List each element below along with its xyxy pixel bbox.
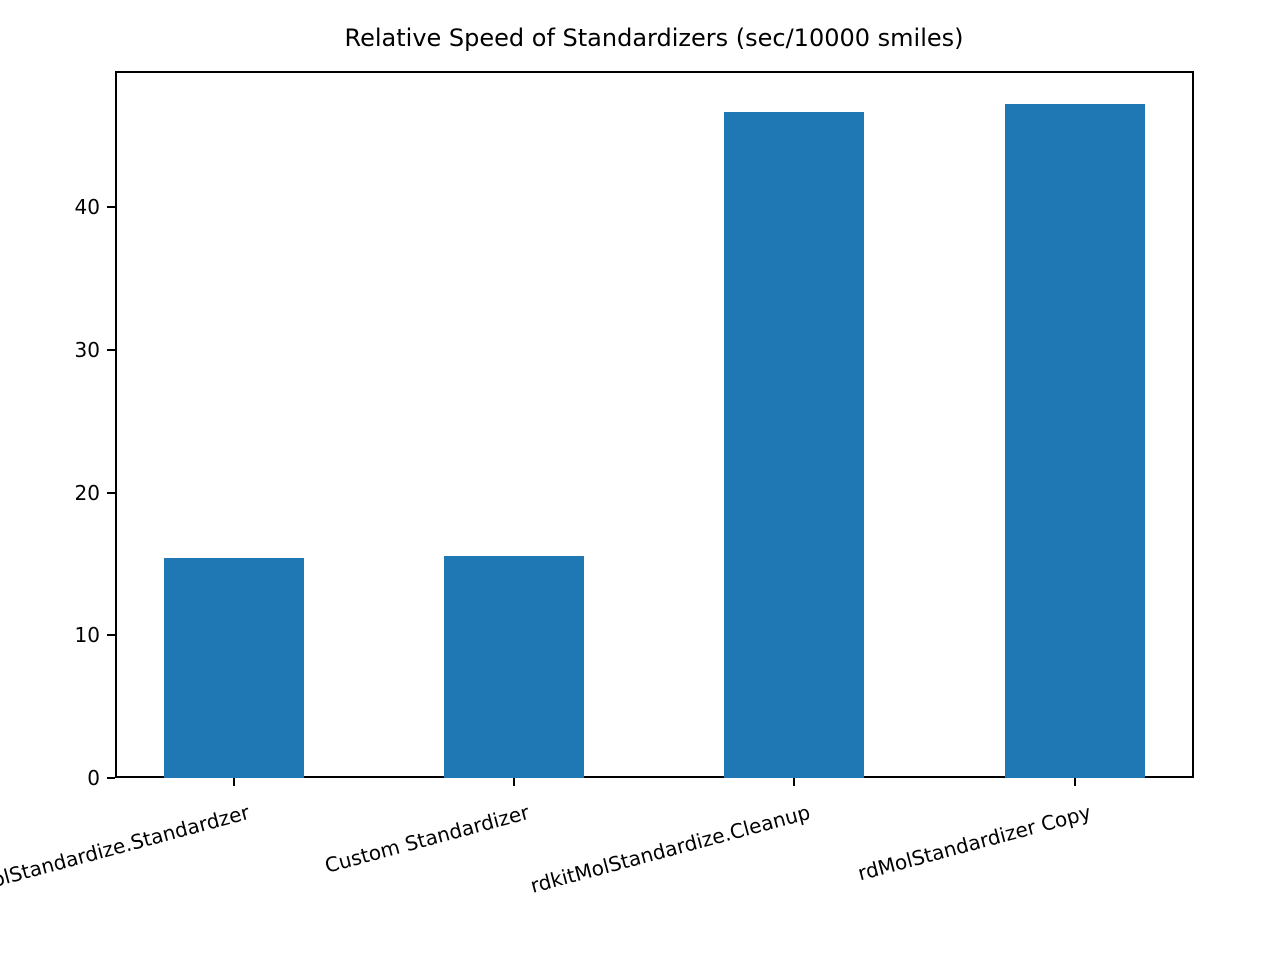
y-tick [107,491,115,494]
x-tick [1074,778,1076,786]
plot-area [115,71,1194,778]
x-tick-label: Custom Standardizer [322,800,533,878]
y-tick [107,634,115,637]
bar [724,112,864,778]
y-tick-label: 20 [74,480,100,505]
y-tick-label: 10 [74,623,100,648]
x-tick [793,778,795,786]
x-tick [513,778,515,786]
y-tick [107,777,115,779]
y-tick [107,348,115,351]
bar [1005,104,1145,778]
bar [164,558,304,778]
x-tick-label: MolStandardize.Standardzer [0,800,253,897]
chart-title: Relative Speed of Standardizers (sec/100… [344,24,964,52]
x-tick-label: rdkitMolStandardize.Cleanup [527,800,813,898]
x-tick [233,778,235,786]
bar [444,556,584,778]
y-tick-label: 0 [87,766,100,790]
x-tick-label: rdMolStandardizer Copy [854,800,1094,886]
y-tick-label: 30 [74,337,100,362]
y-tick [107,206,115,208]
y-tick-label: 40 [74,195,100,219]
